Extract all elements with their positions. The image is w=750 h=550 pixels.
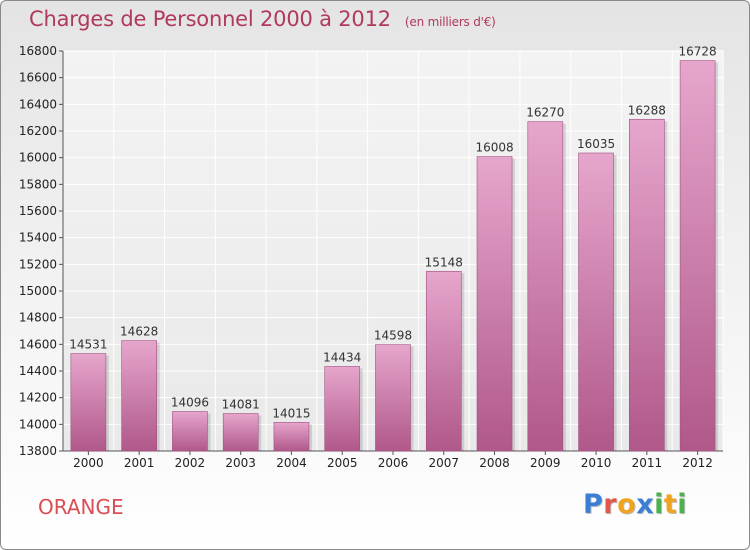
data-label: 14531 (69, 338, 107, 352)
logo-letter: P (583, 489, 604, 520)
commune-name: ORANGE (38, 495, 124, 519)
chart-subtitle: (en milliers d'€) (404, 15, 496, 29)
x-tick-label: 2012 (682, 456, 713, 470)
x-tick-label: 2000 (73, 456, 104, 470)
logo-letter: i (654, 489, 664, 520)
bar (273, 422, 310, 452)
axes: 13800 14000 14200 14400 14600 14800 15000 15200… (19, 44, 723, 470)
bar (222, 413, 259, 452)
logo-letter: i (677, 489, 688, 520)
bar (629, 118, 665, 452)
y-tick-label: 16600 (19, 71, 57, 85)
x-tick-label: 2005 (327, 456, 358, 470)
y-tick-label: 14200 (19, 391, 57, 405)
bar (425, 270, 462, 452)
y-tick-label: 16000 (19, 151, 57, 165)
data-label: 16288 (628, 103, 666, 117)
logo-letter: t (663, 489, 678, 520)
y-tick-label: 16200 (19, 124, 57, 138)
bar (172, 411, 208, 452)
x-tick-label: 2011 (632, 456, 663, 470)
bar (324, 366, 361, 452)
data-label: 14081 (222, 398, 260, 412)
y-tick-label: 15600 (19, 204, 57, 218)
data-label: 14434 (323, 350, 361, 364)
y-tick-label: 15000 (19, 284, 57, 298)
data-label: 16270 (526, 106, 564, 120)
y-tick-label: 13800 (19, 444, 57, 458)
x-tick-label: 2003 (225, 456, 256, 470)
proxiti-logo[interactable]: Proxiti (583, 489, 687, 520)
y-tick-label: 15200 (19, 257, 57, 271)
y-tick-label: 14400 (19, 364, 57, 378)
x-tick-label: 2007 (428, 456, 459, 470)
x-tick-label: 2008 (479, 456, 510, 470)
x-tick-label: 2002 (175, 456, 206, 470)
y-tick-label: 15400 (19, 231, 57, 245)
logo-letter: x (636, 489, 655, 520)
data-label: 16035 (577, 137, 615, 151)
data-label: 16008 (475, 141, 513, 155)
labels: 14531 14628 14096 14081 14015 14434 14598 15148… (69, 45, 716, 421)
y-tick-label: 16800 (19, 44, 57, 58)
y-tick-label: 14000 (19, 417, 57, 431)
x-tick-label: 2010 (581, 456, 612, 470)
bar (679, 60, 716, 452)
x-tick-label: 2006 (378, 456, 409, 470)
bar (578, 152, 614, 452)
y-tick-label: 16400 (19, 97, 57, 111)
data-label: 14598 (374, 329, 412, 343)
bar (476, 156, 513, 452)
y-tick-label: 14600 (19, 337, 57, 351)
data-label: 14096 (171, 396, 209, 410)
logo-letter: r (603, 489, 618, 520)
x-tick-label: 2009 (530, 456, 561, 470)
y-tick-label: 14800 (19, 311, 57, 325)
data-label: 14628 (120, 325, 158, 339)
data-label: 14015 (272, 406, 310, 420)
chart-title: Charges de Personnel 2000 à 2012 (en mill… (29, 7, 496, 31)
data-label: 16728 (679, 45, 717, 59)
logo-letter: o (617, 489, 637, 520)
x-tick-label: 2004 (276, 456, 307, 470)
bar (527, 121, 564, 452)
y-tick-label: 15800 (19, 177, 57, 191)
data-label: 15148 (425, 255, 463, 269)
bar (375, 344, 411, 452)
bars (70, 60, 719, 452)
x-tick-label: 2001 (124, 456, 155, 470)
chart-title-text: Charges de Personnel 2000 à 2012 (29, 7, 391, 31)
bar (70, 353, 107, 452)
bar (121, 340, 157, 452)
